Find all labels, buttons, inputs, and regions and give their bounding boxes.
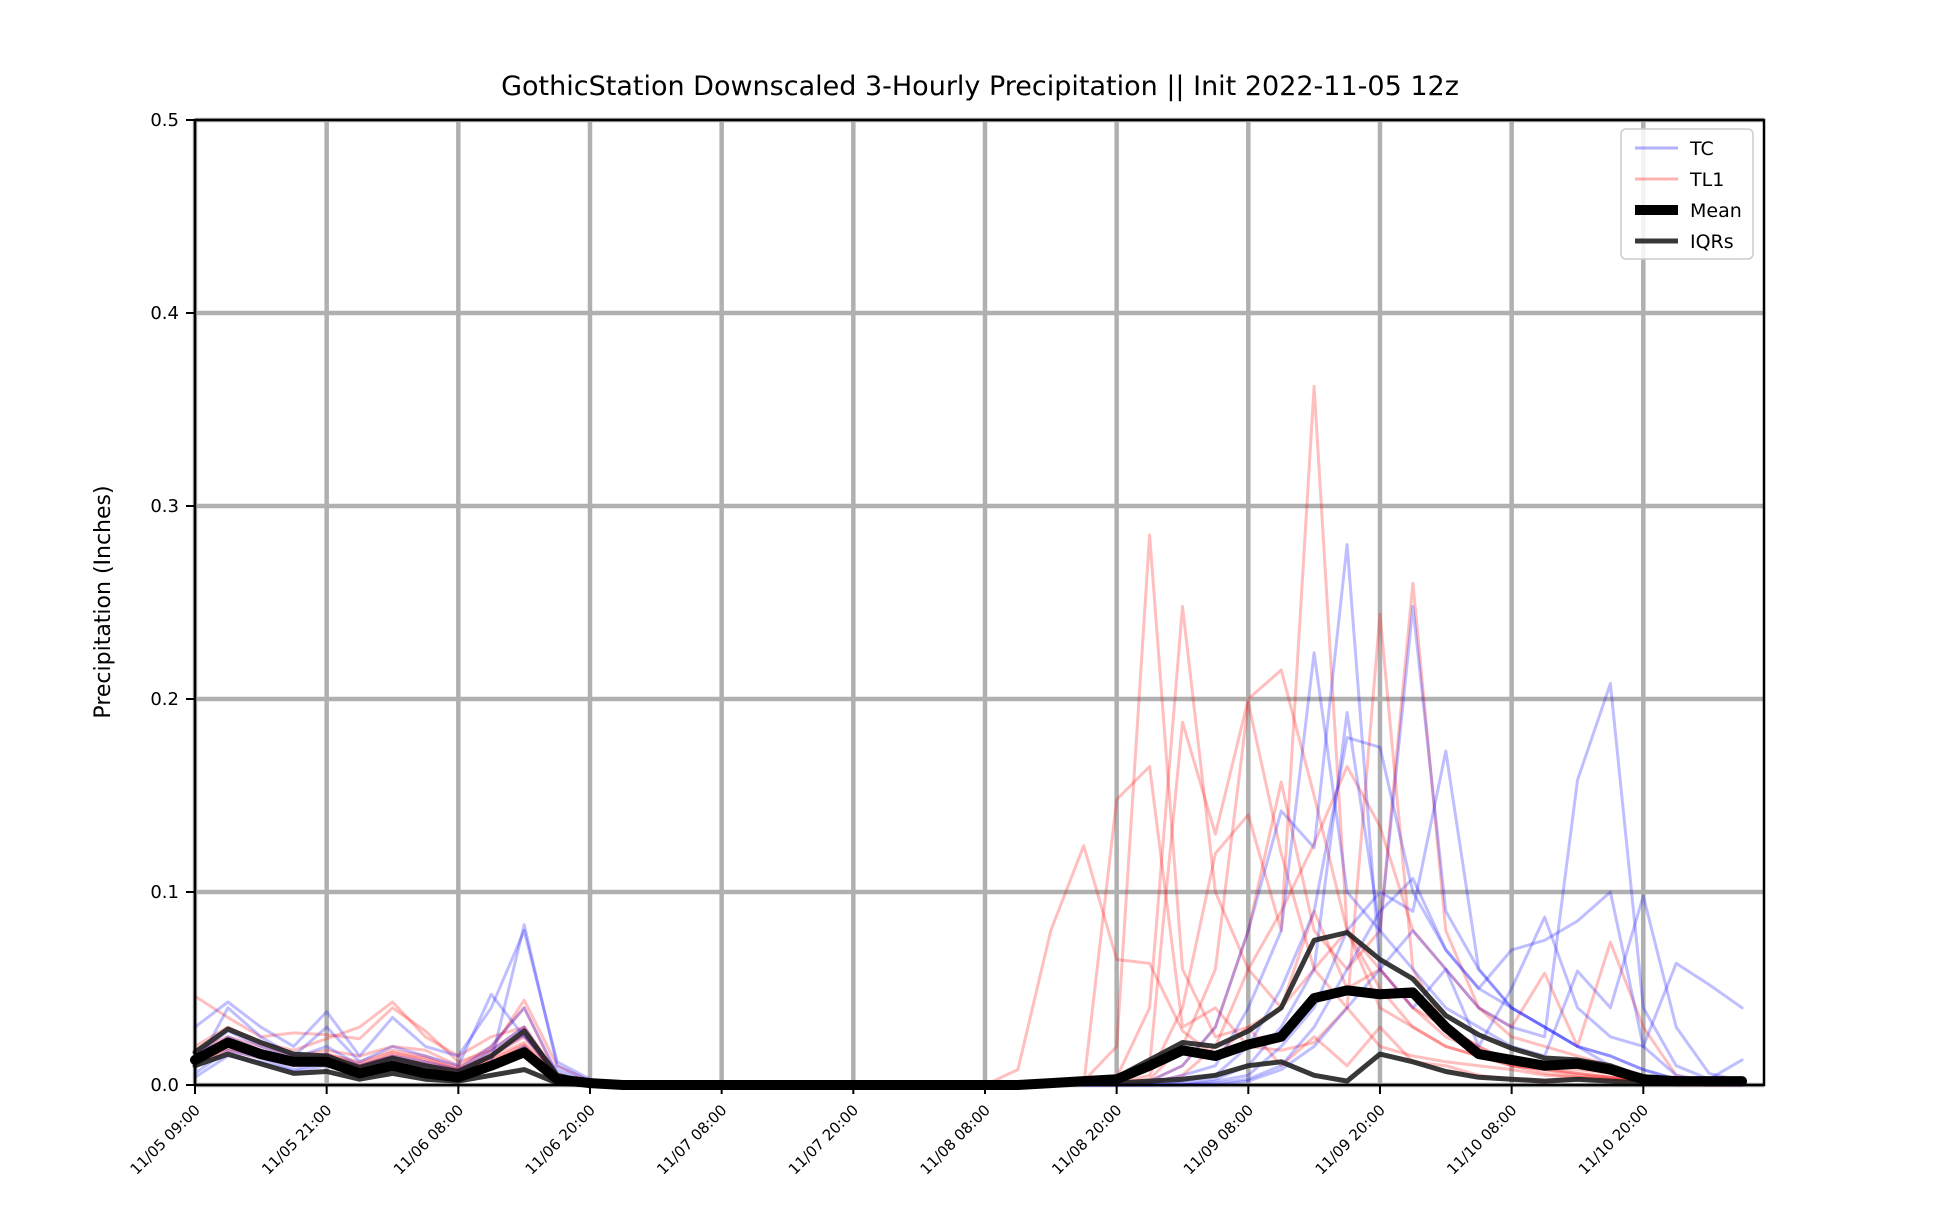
y-tick-label: 0.1 — [150, 882, 179, 903]
legend-label-tl1: TL1 — [1689, 169, 1724, 191]
y-tick-label: 0.3 — [150, 496, 179, 517]
y-tick-label: 0.2 — [150, 689, 179, 710]
legend-label-mean: Mean — [1690, 200, 1742, 222]
y-axis-ticks: 0.0 0.1 0.2 0.3 0.4 0.5 — [150, 110, 195, 1096]
grid-lines — [192, 117, 1764, 1088]
legend-label-iqrs: IQRs — [1690, 231, 1734, 253]
legend: TC TL1 Mean IQRs — [1620, 128, 1754, 260]
plot-frame — [193, 118, 1766, 1087]
y-axis-label: Precipitation (Inches) — [91, 485, 116, 718]
chart-title: GothicStation Downscaled 3-Hourly Precip… — [501, 71, 1459, 102]
legend-label-tc: TC — [1689, 138, 1714, 160]
legend-box — [1620, 128, 1754, 260]
y-tick-label: 0.5 — [150, 110, 179, 131]
y-tick-label: 0.0 — [150, 1075, 179, 1096]
y-tick-label: 0.4 — [150, 303, 179, 324]
